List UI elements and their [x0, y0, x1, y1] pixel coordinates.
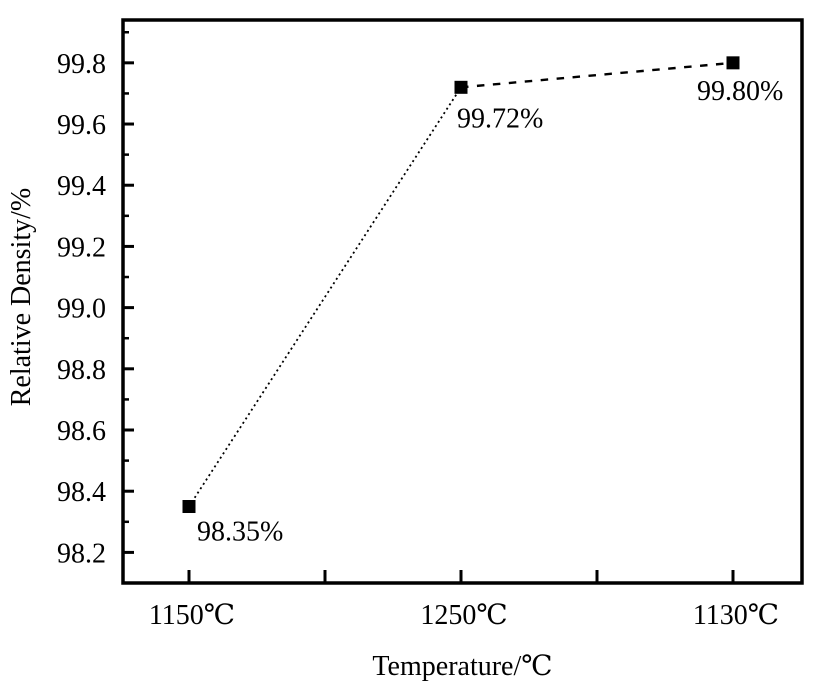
- data-point-marker: [726, 56, 740, 70]
- x-tick-label: 1250℃: [420, 600, 507, 631]
- series-line-segment: [460, 61, 734, 89]
- data-point-label: 98.35%: [197, 517, 283, 548]
- y-tick-label: 98.2: [57, 538, 106, 569]
- y-tick-label: 99.8: [57, 49, 106, 80]
- data-point-marker: [454, 80, 468, 94]
- series-line-segment: [188, 86, 462, 507]
- data-point-label: 99.80%: [697, 76, 783, 107]
- y-tick-label: 99.2: [57, 232, 106, 263]
- y-tick-label: 99.0: [57, 294, 106, 325]
- data-point-marker: [182, 500, 196, 514]
- x-tick-label: 1150℃: [149, 600, 235, 631]
- y-axis-title: Relative Density/%: [6, 187, 37, 407]
- y-tick-label: 99.4: [57, 171, 106, 202]
- x-tick-label: 1130℃: [693, 600, 779, 631]
- y-tick-label: 98.6: [57, 416, 106, 447]
- data-point-label: 99.72%: [457, 103, 543, 134]
- y-tick-label: 99.6: [57, 110, 106, 141]
- y-tick-label: 98.4: [57, 477, 106, 508]
- y-tick-label: 98.8: [57, 355, 106, 386]
- x-axis-title: Temperature/℃: [372, 651, 553, 682]
